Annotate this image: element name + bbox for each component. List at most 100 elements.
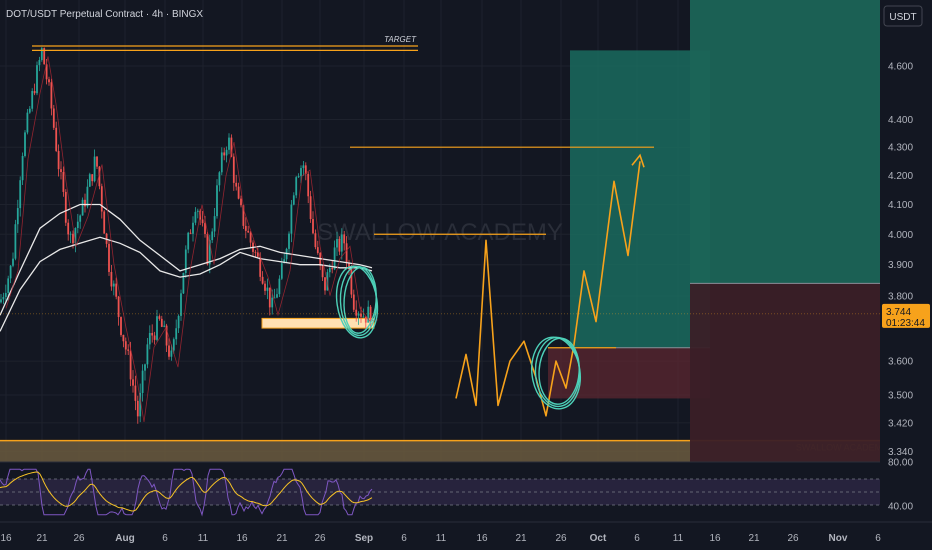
candle-body — [153, 335, 156, 340]
candle-body — [76, 221, 79, 228]
candle-body — [247, 230, 250, 233]
candle-body — [280, 263, 283, 279]
candle-body — [328, 268, 331, 273]
time-tick-label: 26 — [73, 533, 85, 544]
candle-body — [189, 232, 192, 234]
projection-path — [455, 161, 641, 417]
candle-body — [103, 211, 106, 234]
candle-body — [196, 210, 199, 212]
candle-body — [345, 243, 348, 264]
candle-body — [184, 249, 187, 273]
candle-body — [112, 283, 115, 287]
candle-body — [40, 48, 43, 61]
candle-body — [168, 345, 170, 357]
candle-body — [331, 268, 334, 270]
candle-body — [69, 233, 72, 235]
candle-body — [81, 199, 84, 216]
time-tick-label: 6 — [875, 533, 881, 544]
candle-body — [170, 350, 173, 357]
current-price-value: 3.744 — [886, 307, 911, 318]
time-tick-label: 6 — [401, 533, 407, 544]
candle-body — [324, 277, 326, 291]
candle-body — [314, 233, 317, 248]
candle-body — [122, 334, 125, 342]
candle-body — [124, 341, 127, 350]
candle-body — [98, 166, 101, 187]
candle-body — [88, 174, 91, 187]
candle-body — [276, 294, 278, 298]
candle-body — [12, 258, 14, 266]
candle-body — [180, 293, 182, 316]
price-tick-label: 3.600 — [888, 357, 913, 368]
current-price-countdown: 01:23:44 — [886, 318, 925, 329]
time-tick-label: 26 — [787, 533, 799, 544]
profit-zone — [570, 50, 710, 348]
candle-body — [235, 182, 238, 187]
candle-body — [206, 233, 209, 265]
rsi-pane — [0, 461, 880, 522]
candle-body — [136, 400, 139, 417]
candle-body — [26, 112, 29, 133]
current-price-tag[interactable] — [882, 303, 930, 328]
candle-body — [211, 231, 214, 241]
candle-body — [19, 180, 22, 209]
price-tick-label: 3.340 — [888, 447, 913, 458]
price-tick-label: 3.420 — [888, 418, 913, 429]
price-tick-label: 4.600 — [888, 62, 913, 73]
candle-body — [350, 269, 353, 295]
candle-body — [60, 169, 62, 173]
candle-body — [216, 185, 218, 217]
time-axis-background — [0, 522, 880, 550]
price-tick-label: 4.400 — [888, 115, 913, 126]
rsi-ma-line — [0, 471, 373, 512]
candle-body — [225, 149, 228, 156]
zones: SWALLOW ACADEMY — [0, 0, 888, 466]
candle-body — [148, 332, 151, 345]
candle-body — [352, 294, 355, 310]
candle-body — [240, 198, 242, 206]
candle-body — [96, 156, 98, 167]
candle-body — [48, 79, 50, 83]
candle-body — [364, 316, 367, 323]
currency-button[interactable]: USDT — [883, 5, 923, 27]
candle-body — [319, 252, 322, 266]
time-axis[interactable]: 16 21 26 Aug 6 11 16 21 26 Sep 6 11 16 21 26 Oct 6 11 16 21… — [0, 521, 932, 550]
price-tick-label: 3.500 — [888, 391, 913, 402]
candle-body — [271, 297, 274, 308]
time-tick-label: 11 — [436, 533, 447, 544]
candle-body — [50, 82, 53, 109]
time-tick-label: Aug — [115, 533, 134, 544]
candle-body — [333, 247, 336, 270]
candle-body — [357, 313, 360, 316]
right-loss-zone — [690, 283, 880, 462]
candle-body — [129, 350, 132, 380]
candle-body — [117, 296, 120, 318]
projection-arrow-head — [631, 153, 645, 168]
candle-body — [201, 219, 204, 224]
candle-body — [0, 299, 2, 303]
candle-body — [244, 225, 247, 231]
candle-body — [187, 232, 190, 250]
candle-body — [120, 317, 122, 335]
candle-body — [86, 186, 89, 207]
candle-body — [165, 325, 168, 346]
candle-body — [266, 287, 269, 291]
candle-body — [74, 227, 77, 244]
candles — [0, 47, 372, 424]
candle-body — [127, 349, 130, 351]
chart-title: DOT/USDT Perpetual Contract · 4h · BINGX — [6, 9, 203, 20]
time-tick-label: 21 — [36, 533, 48, 544]
candle-body — [36, 65, 38, 94]
candle-body — [249, 232, 252, 243]
time-tick-label: 21 — [276, 533, 288, 544]
candle-body — [64, 191, 67, 223]
candle-body — [93, 156, 96, 182]
price-tick-label: 3.900 — [888, 260, 913, 271]
candle-body — [156, 316, 158, 340]
candle-body — [182, 272, 185, 294]
candle-body — [290, 204, 293, 234]
candle-body — [268, 287, 271, 308]
candle-body — [283, 259, 286, 264]
